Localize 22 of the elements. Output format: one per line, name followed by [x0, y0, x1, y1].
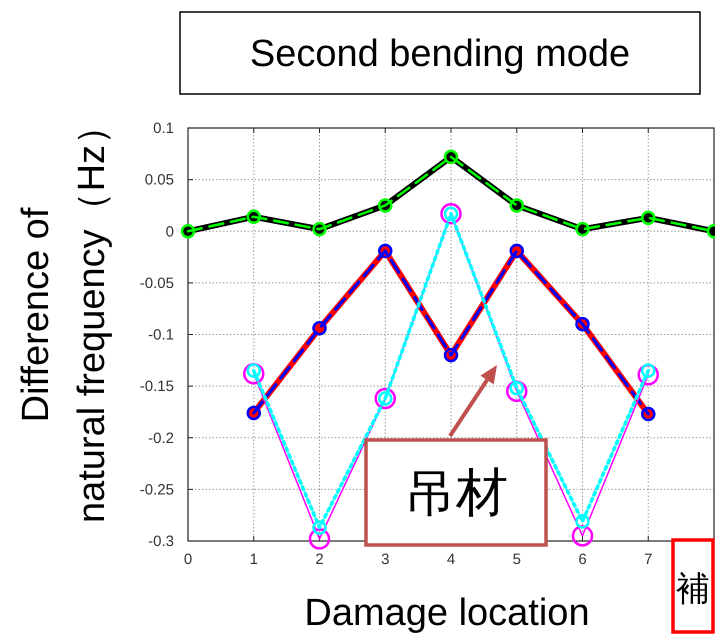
y-tick-label: 0.05 [144, 172, 174, 189]
x-axis-title: Damage location [304, 592, 590, 634]
annotation: 吊材 [404, 464, 508, 522]
text: 補 [676, 570, 710, 608]
y-tick-label: -0.3 [148, 533, 174, 550]
x-tick-label: 0 [184, 551, 192, 568]
y-tick-label: -0.1 [148, 326, 174, 344]
y-tick-label: -0.2 [148, 430, 174, 447]
y-tick-label: -0.25 [140, 481, 174, 498]
x-tick-label: 4 [446, 551, 456, 568]
y-axis-title: Difference of natural frequency（Hz） [15, 106, 113, 524]
x-tick-label: 1 [250, 551, 258, 568]
x-tick-label: 5 [512, 551, 521, 568]
x-tick-label: 7 [644, 551, 652, 568]
y-tick-label: -0.05 [140, 274, 174, 292]
x-tick-label: 3 [381, 551, 390, 568]
y-tick-label: 0.1 [153, 120, 174, 137]
x-tick-label: 2 [315, 551, 324, 568]
y-tick-label: -0.15 [140, 378, 174, 396]
x-tick-label: 6 [578, 551, 587, 568]
chart-title: Second bending mode [250, 33, 630, 75]
y-tick-label: 0 [166, 223, 174, 240]
